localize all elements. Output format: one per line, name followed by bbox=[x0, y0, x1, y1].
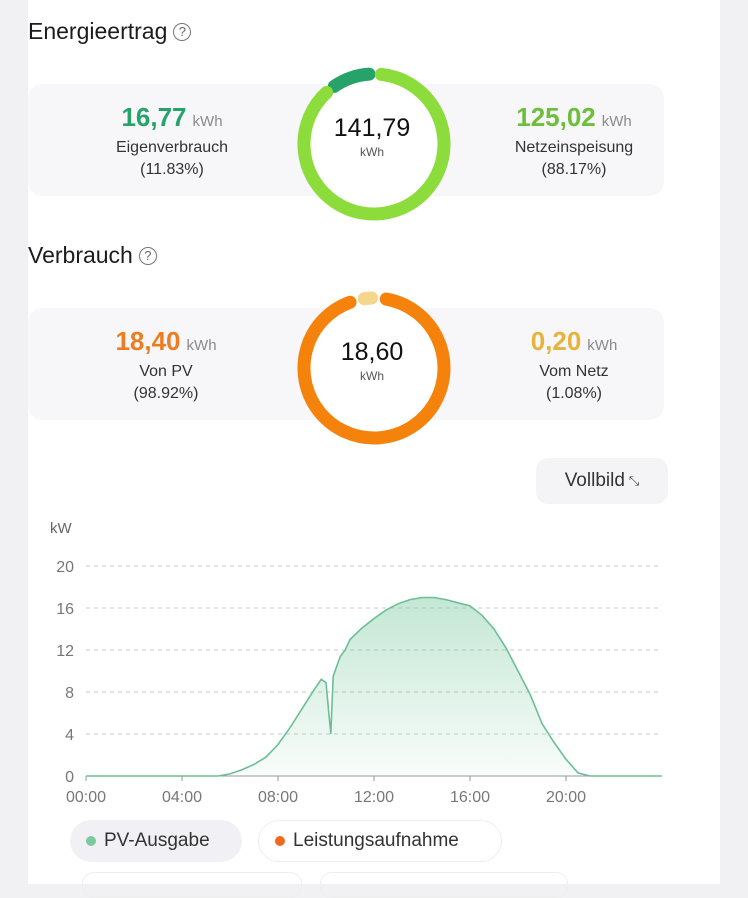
consumption-total: 18,60 kWh bbox=[312, 338, 432, 383]
feed-in-segment bbox=[297, 67, 451, 221]
feed-in-stat: 125,02 kWh Netzeinspeisung (88.17%) bbox=[484, 102, 664, 179]
legend-pv[interactable]: PV-Ausgabe bbox=[70, 820, 242, 862]
legend-stub bbox=[320, 872, 568, 898]
yield-title-text: Energieertrag bbox=[28, 18, 168, 44]
yield-total: 141,79 kWh bbox=[312, 114, 432, 159]
from-grid-percent: (1.08%) bbox=[545, 385, 603, 402]
self-consumption-label: Eigenverbrauch bbox=[115, 139, 229, 156]
from-pv-label: Von PV bbox=[139, 363, 193, 380]
from-grid-unit: kWh bbox=[587, 337, 618, 354]
from-grid-value: 0,20 bbox=[530, 326, 582, 356]
ring-background bbox=[304, 298, 444, 438]
x-tick-label: 12:00 bbox=[354, 789, 394, 806]
from-grid-segment bbox=[357, 291, 379, 306]
expand-icon: ⤡ bbox=[628, 473, 640, 488]
fullscreen-button[interactable]: Vollbild ⤡ bbox=[536, 458, 668, 504]
consumption-title-text: Verbrauch bbox=[28, 242, 133, 268]
feed-in-value: 125,02 bbox=[516, 102, 596, 132]
from-pv-value: 18,40 bbox=[115, 326, 181, 356]
fullscreen-label: Vollbild bbox=[564, 470, 625, 491]
feed-in-percent: (88.17%) bbox=[541, 161, 607, 178]
pv-area-fill bbox=[86, 597, 662, 776]
yield-total-value: 141,79 bbox=[333, 114, 411, 142]
self-consumption-value: 16,77 bbox=[121, 102, 187, 132]
from-grid-label: Vom Netz bbox=[539, 363, 609, 380]
help-icon[interactable]: ? bbox=[173, 22, 192, 41]
y-axis-unit: kW bbox=[50, 520, 73, 537]
from-pv-stat: 18,40 kWh Von PV (98.92%) bbox=[76, 326, 256, 403]
feed-in-unit: kWh bbox=[601, 113, 632, 130]
legend-load-label: Leistungsaufnahme bbox=[293, 830, 459, 851]
y-tick-label: 12 bbox=[56, 643, 74, 660]
legend-stub bbox=[82, 872, 302, 898]
legend-load[interactable]: Leistungsaufnahme bbox=[258, 820, 502, 862]
consumption-total-unit: kWh bbox=[360, 369, 384, 383]
feed-in-label: Netzeinspeisung bbox=[514, 139, 634, 156]
x-tick-label: 16:00 bbox=[450, 789, 490, 806]
from-pv-segment bbox=[297, 292, 451, 445]
legend-load-dot bbox=[275, 836, 285, 846]
y-tick-label: 4 bbox=[65, 727, 74, 744]
self-consumption-percent: (11.83%) bbox=[140, 161, 204, 178]
from-grid-stat: 0,20 kWh Vom Netz (1.08%) bbox=[484, 326, 664, 403]
self-consumption-unit: kWh bbox=[192, 113, 223, 130]
yield-ring bbox=[297, 67, 451, 221]
power-chart[interactable]: kW 0 4 8 12 16 20 00:00 04:00 08:00 12:00 16:00 20:0… bbox=[0, 510, 700, 810]
help-icon[interactable]: ? bbox=[138, 246, 157, 265]
x-tick-label: 04:00 bbox=[162, 789, 202, 806]
y-tick-label: 8 bbox=[65, 685, 74, 702]
self-consumption-segment bbox=[327, 67, 376, 93]
y-tick-label: 16 bbox=[56, 601, 74, 618]
consumption-title: Verbrauch ? bbox=[28, 242, 157, 269]
x-tick-label: 20:00 bbox=[546, 789, 586, 806]
x-tick-label: 08:00 bbox=[258, 789, 298, 806]
legend-pv-label: PV-Ausgabe bbox=[104, 830, 210, 851]
from-pv-unit: kWh bbox=[186, 337, 217, 354]
self-consumption-stat: 16,77 kWh Eigenverbrauch (11.83%) bbox=[82, 102, 262, 179]
from-pv-percent: (98.92%) bbox=[133, 385, 199, 402]
x-tick-label: 00:00 bbox=[66, 789, 106, 806]
consumption-total-value: 18,60 bbox=[340, 338, 404, 366]
pv-series-line bbox=[86, 596, 662, 777]
y-tick-label: 20 bbox=[56, 559, 74, 576]
y-tick-label: 0 bbox=[65, 769, 74, 786]
yield-title: Energieertrag ? bbox=[28, 18, 192, 45]
consumption-ring bbox=[297, 291, 451, 445]
ring-background bbox=[304, 74, 444, 214]
legend-pv-dot bbox=[86, 836, 96, 846]
yield-total-unit: kWh bbox=[360, 145, 384, 159]
